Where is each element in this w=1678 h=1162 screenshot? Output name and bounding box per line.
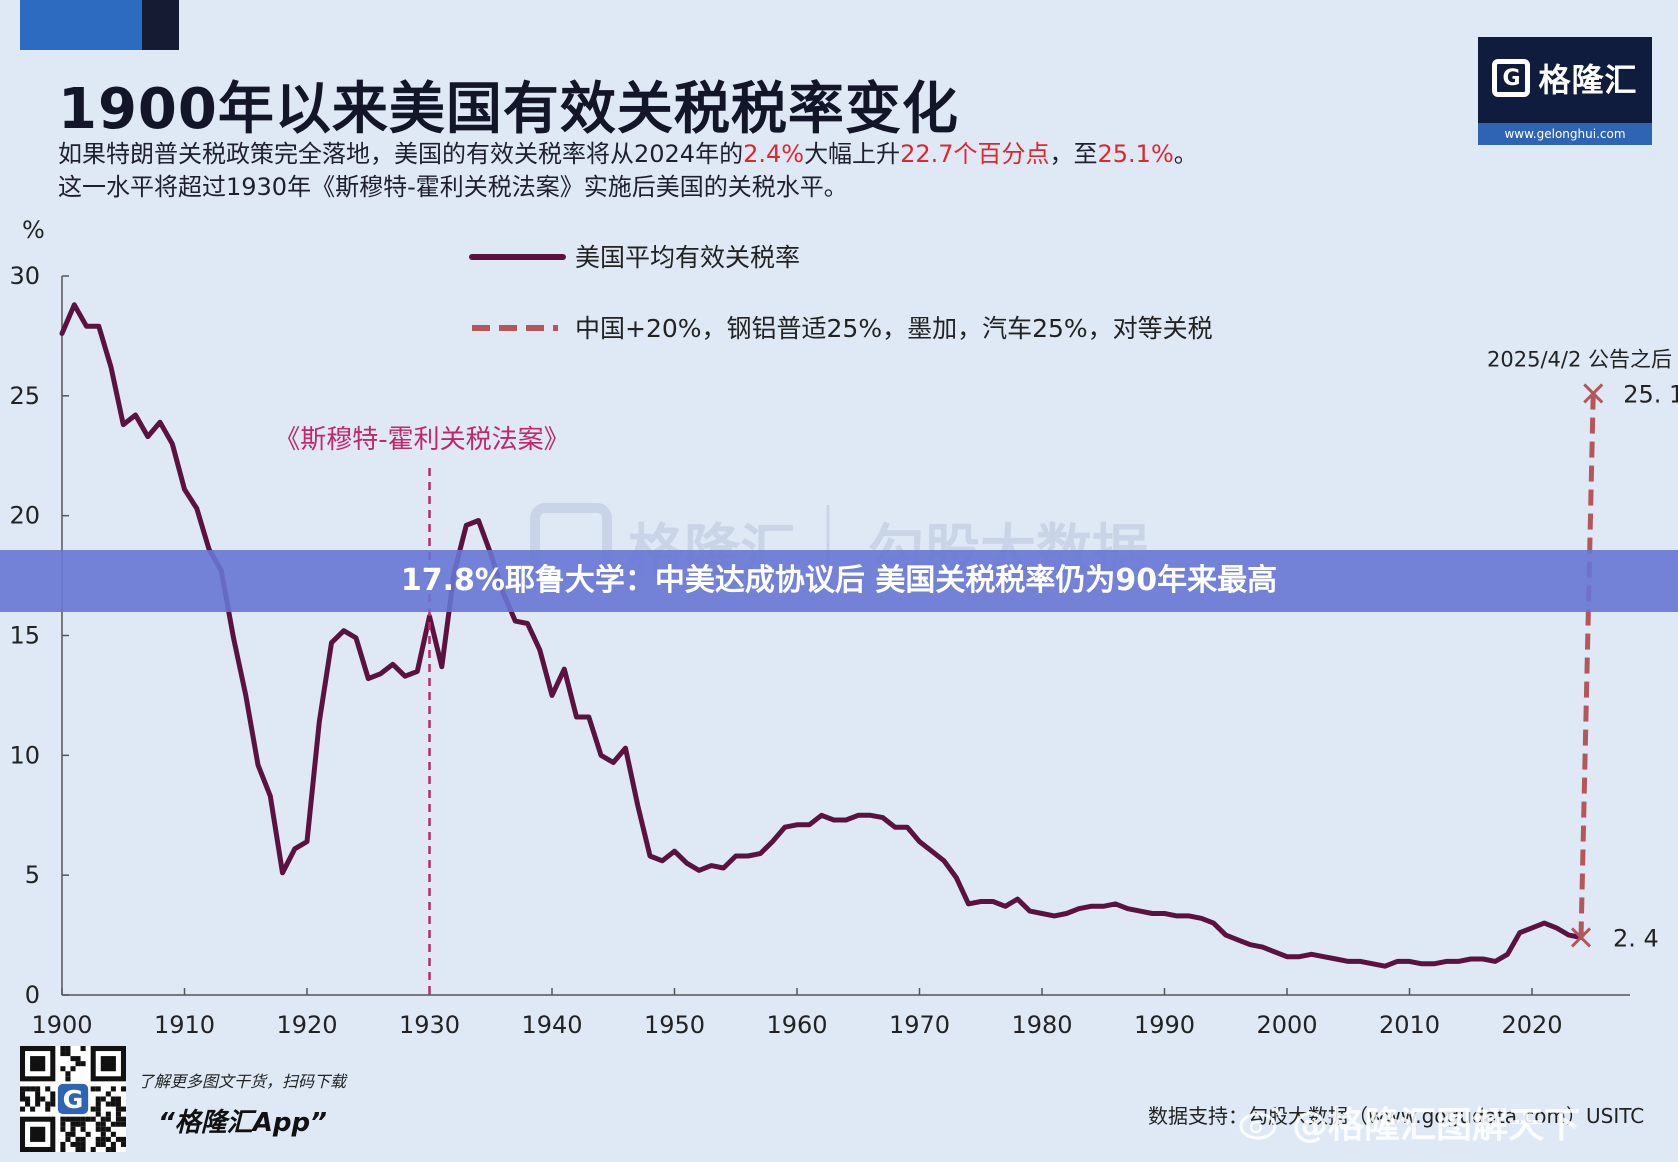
subtitle-line-1: 如果特朗普关税政策完全落地，美国的有效关税率将从2024年的2.4%大幅上升22… bbox=[58, 138, 1198, 171]
weibo-watermark: @格隆汇图解天下 bbox=[1238, 1096, 1580, 1148]
weibo-handle: @格隆汇图解天下 bbox=[1292, 1105, 1581, 1146]
x-tick-label: 1960 bbox=[766, 1011, 827, 1039]
projection-end-value: 25. 1 bbox=[1623, 380, 1678, 408]
y-tick-label: 5 bbox=[25, 861, 40, 889]
projection-start-marker bbox=[1570, 927, 1592, 948]
corner-accent-blue bbox=[20, 0, 142, 50]
logo-url: www.gelonghui.com bbox=[1478, 123, 1652, 145]
chart-lines bbox=[59, 302, 1604, 969]
chart-axes: % 0 5 10 15 20 25 30 1900 1910 1920 1930 1940 1950 196… bbox=[9, 216, 1630, 1039]
x-tick-label: 1930 bbox=[399, 1011, 460, 1039]
subtitle-text: ，至 bbox=[1049, 140, 1098, 168]
smoot-hawley-label: 《斯穆特-霍利关税法案》 bbox=[274, 425, 569, 455]
corner-accent-dark bbox=[142, 0, 179, 50]
headline-banner: 17.8%耶鲁大学：中美达成协议后 美国关税税率仍为90年来最高 bbox=[0, 550, 1678, 612]
svg-text:G: G bbox=[63, 1085, 84, 1114]
projection-start-value: 2. 4 bbox=[1613, 924, 1659, 952]
qr-code-icon[interactable]: G bbox=[20, 1046, 126, 1152]
y-tick-label: 20 bbox=[9, 502, 40, 530]
x-tick-label: 1950 bbox=[644, 1011, 705, 1039]
x-tick-label: 1980 bbox=[1011, 1011, 1072, 1039]
chart-annotations: 《斯穆特-霍利关税法案》 2025/4/2 公告之后 25. 1 2. 4 bbox=[274, 347, 1678, 995]
subtitle-text: 如果特朗普关税政策完全落地，美国的有效关税率将从2024年的 bbox=[58, 140, 744, 168]
y-tick-label: 25 bbox=[9, 382, 40, 410]
projection-date-label: 2025/4/2 公告之后 bbox=[1487, 347, 1672, 371]
data-source: 数据支持：勾股大数据（www.gogudata.com）USITC bbox=[1148, 1104, 1645, 1128]
x-tick-label: 1910 bbox=[154, 1011, 215, 1039]
subtitle: 如果特朗普关税政策完全落地，美国的有效关税率将从2024年的2.4%大幅上升22… bbox=[58, 138, 1198, 204]
qr-caption: 了解更多图文干货，扫码下载 bbox=[138, 1072, 347, 1091]
page-title: 1900年以来美国有效关税税率变化 bbox=[58, 77, 959, 142]
gelonghui-logo: G 格隆汇 www.gelonghui.com bbox=[1478, 37, 1652, 145]
x-tick-label: 1990 bbox=[1134, 1011, 1195, 1039]
series-effective-tariff-line bbox=[59, 302, 1584, 969]
subtitle-highlight-increase: 22.7个百分点 bbox=[900, 140, 1050, 168]
projection-end-marker bbox=[1583, 383, 1604, 404]
x-tick-label: 2020 bbox=[1501, 1011, 1562, 1039]
subtitle-highlight-2024: 2.4% bbox=[743, 140, 805, 168]
logo-g-icon: G bbox=[1492, 59, 1531, 97]
x-tick-label: 1970 bbox=[889, 1011, 950, 1039]
x-tick-label: 2010 bbox=[1379, 1011, 1440, 1039]
series-projection-line bbox=[1578, 393, 1596, 938]
logo-name: 格隆汇 bbox=[1538, 61, 1638, 99]
x-tick-label: 2000 bbox=[1256, 1011, 1317, 1039]
tariff-line-chart: 格隆汇勾股大数据 %051015202530190019101920193019… bbox=[9, 216, 1678, 1039]
y-axis-unit: % bbox=[22, 216, 45, 244]
x-tick-label: 1940 bbox=[521, 1011, 582, 1039]
subtitle-highlight-target: 25.1% bbox=[1097, 140, 1174, 168]
subtitle-text: 。 bbox=[1173, 140, 1198, 168]
legend-label-main: 美国平均有效关税率 bbox=[575, 243, 800, 272]
y-tick-label: 10 bbox=[9, 741, 40, 769]
subtitle-line-2: 这一水平将超过1930年《斯穆特-霍利关税法案》实施后美国的关税水平。 bbox=[58, 173, 848, 201]
y-tick-label: 15 bbox=[9, 622, 40, 650]
x-tick-label: 1900 bbox=[31, 1011, 92, 1039]
weibo-icon bbox=[1239, 1106, 1282, 1140]
y-tick-label: 30 bbox=[9, 262, 40, 290]
legend-label-projection: 中国+20%，钢铝普适25%，墨加，汽车25%，对等关税 bbox=[575, 314, 1213, 343]
app-name: “格隆汇App” bbox=[158, 1108, 327, 1138]
subtitle-text: 大幅上升 bbox=[804, 140, 901, 168]
y-tick-label: 0 bbox=[25, 981, 40, 1009]
x-tick-label: 1920 bbox=[276, 1011, 337, 1039]
